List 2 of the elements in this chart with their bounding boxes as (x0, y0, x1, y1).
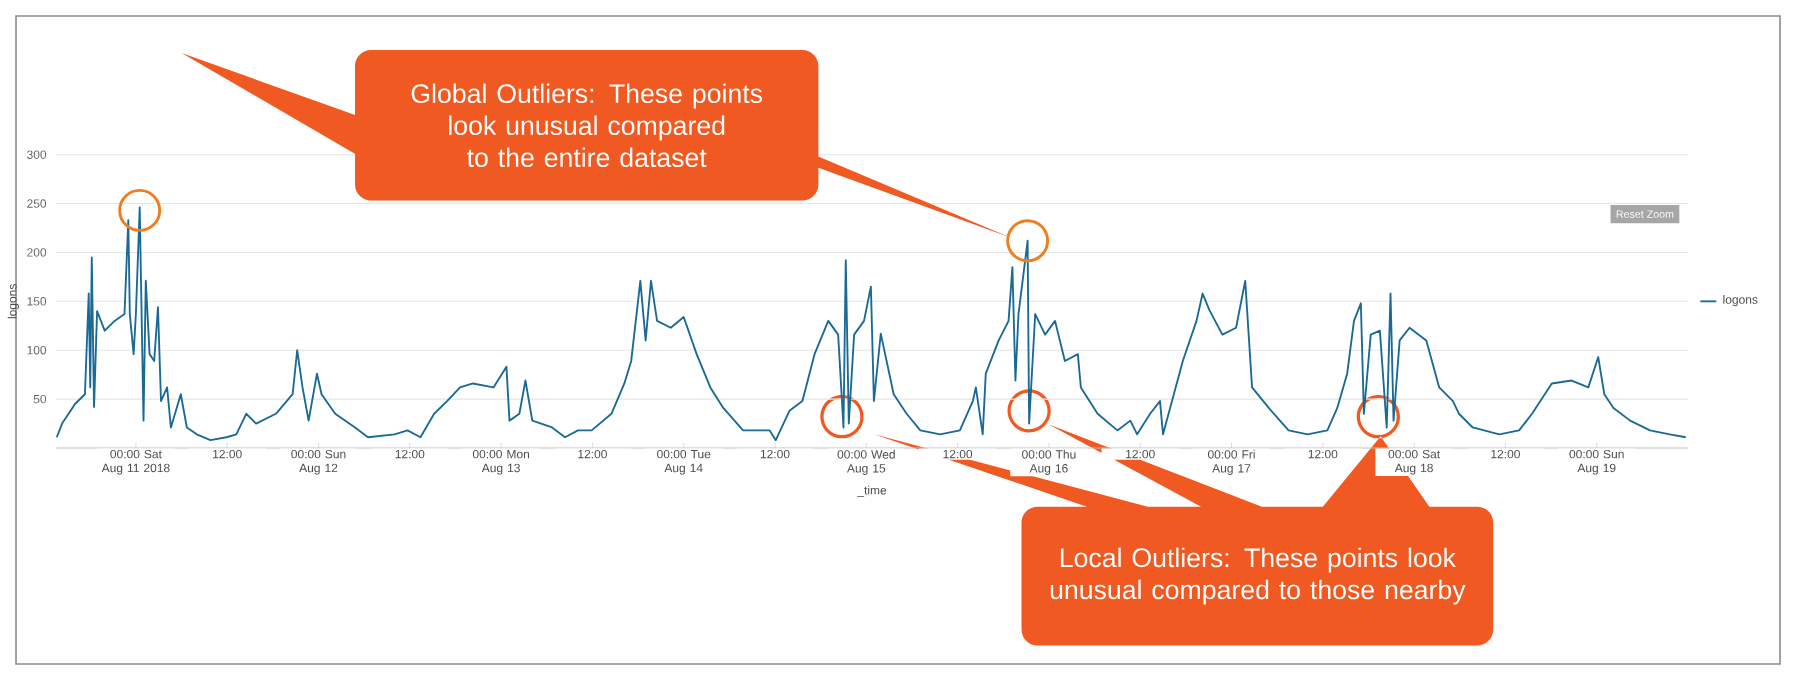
text: Local Outliers: These points look unusual compared to those nearby (1050, 547, 1466, 605)
annotation: Global Outliers: These points look unusual compared to the entire dataset (411, 83, 763, 168)
